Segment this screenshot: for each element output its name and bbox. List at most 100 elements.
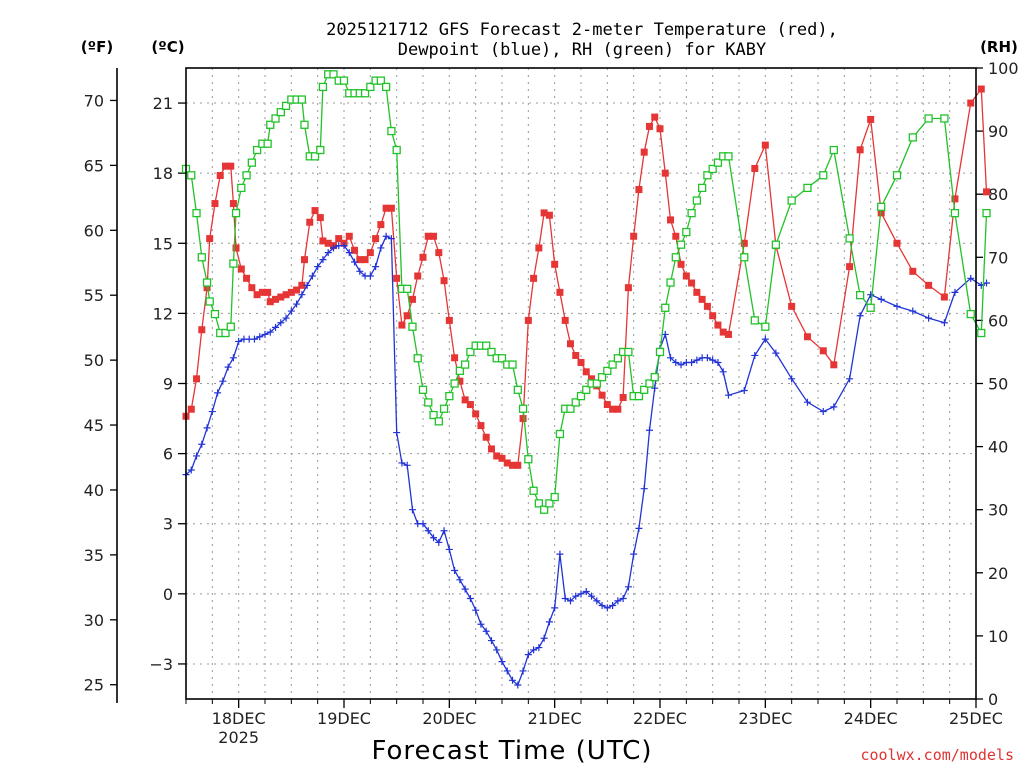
temperature-point (237, 265, 245, 273)
temperature-point (940, 293, 948, 301)
dewpoint-point (203, 424, 211, 432)
fahrenheit-tick-label: 65 (84, 156, 104, 175)
temperature-point (788, 302, 796, 310)
dewpoint-point (677, 361, 685, 369)
rh-point (550, 492, 559, 502)
dewpoint-point (314, 263, 322, 271)
rh-point (497, 354, 507, 363)
series-rh (181, 70, 991, 514)
rh-point (381, 82, 391, 92)
dewpoint-point (277, 319, 285, 327)
rh-point (281, 101, 291, 111)
rh-tick-label: 20 (988, 564, 1008, 583)
temperature-point (967, 99, 975, 107)
dewpoint-point (566, 597, 574, 605)
dewpoint-point (198, 440, 206, 448)
rh-tick-label: 30 (988, 501, 1008, 520)
dewpoint-point (308, 272, 316, 280)
dewpoint-point (303, 281, 311, 289)
temperature-point (435, 249, 443, 257)
dewpoint-point (624, 583, 632, 591)
rh-point (950, 208, 960, 218)
rh-tick-label: 70 (988, 248, 1008, 267)
dewpoint-point (856, 312, 864, 320)
temperature-point (551, 260, 559, 268)
celsius-axis-label: (ºC) (151, 38, 184, 56)
temperature-point (193, 375, 201, 383)
axes: −3 0 3 6 9 12 15 18 21 25 30 35 40 45 50 55 60 65 70 0 10 20 3… (84, 59, 1019, 747)
temperature-point (451, 354, 459, 362)
dewpoint-point (967, 274, 975, 282)
temperature-point (272, 295, 280, 303)
rh-tick-label: 90 (988, 122, 1008, 141)
rh-point (682, 227, 691, 237)
rh-point (487, 347, 496, 357)
temperature-point (387, 204, 395, 212)
rh-point (231, 208, 241, 218)
dewpoint-point (187, 466, 195, 474)
rh-tick-label: 80 (988, 185, 1008, 204)
rh-point (571, 398, 580, 407)
series-dewpoint (182, 232, 991, 689)
rh-tick-label: 10 (988, 627, 1008, 646)
temperature-point (830, 361, 838, 369)
rh-point (966, 309, 975, 319)
temperature-point (709, 312, 717, 320)
dewpoint-point (250, 335, 258, 343)
dewpoint-point (398, 459, 406, 467)
rh-point (252, 145, 262, 155)
temperature-point (445, 316, 453, 324)
rh-point (450, 379, 459, 388)
dewpoint-point (877, 295, 885, 303)
dewpoint-point (598, 602, 606, 610)
celsius-tick-label: 12 (153, 304, 173, 323)
temperature-point (222, 162, 229, 170)
rh-point (708, 164, 717, 174)
dewpoint-point (219, 377, 227, 385)
dewpoint-point (635, 524, 643, 532)
rh-point (524, 455, 533, 464)
temperature-point (677, 260, 685, 268)
dewpoint-point (709, 356, 717, 364)
temperature-point (509, 461, 517, 469)
temperature-point (846, 263, 854, 271)
x-tick-label: 23DEC (738, 709, 792, 728)
dewpoint-point (609, 602, 617, 610)
temperature-point (424, 232, 432, 240)
dewpoint-point (319, 256, 327, 264)
temperature-point (266, 298, 274, 306)
dewpoint-point (530, 646, 538, 654)
temperature-point (216, 172, 224, 180)
chart-title-line-1: 2025121712 GFS Forecast 2-meter Temperat… (326, 20, 838, 40)
rh-tick-label: 50 (988, 375, 1008, 394)
dewpoint-point (403, 461, 411, 469)
dewpoint-point (482, 627, 490, 635)
fahrenheit-tick-label: 45 (84, 416, 104, 435)
temperature-point (466, 401, 474, 409)
temperature-point (524, 316, 532, 324)
x-tick-label: 20DEC (422, 709, 476, 728)
rh-point (229, 259, 238, 268)
temperature-point (619, 394, 627, 402)
rh-axis-label: (RH) (980, 38, 1018, 56)
dewpoint-point (688, 358, 696, 366)
temperature-point (351, 246, 359, 254)
dewpoint-point (630, 550, 638, 558)
rh-point (892, 171, 902, 180)
dewpoint-point (545, 618, 553, 626)
fahrenheit-tick-label: 55 (84, 286, 104, 305)
rh-point (534, 499, 544, 508)
dewpoint-point (551, 604, 559, 612)
rh-point (761, 322, 770, 331)
dewpoint-point (298, 291, 306, 299)
temperature-point (530, 274, 538, 282)
dewpoint-point (393, 429, 401, 437)
dewpoint-point (582, 587, 590, 595)
temperature-point (277, 293, 285, 301)
dewpoint-point (693, 356, 701, 364)
rh-point (676, 240, 686, 249)
temperature-point (503, 459, 511, 467)
rh-point (740, 253, 749, 262)
rh-point (924, 114, 933, 123)
temperature-point (198, 326, 206, 334)
